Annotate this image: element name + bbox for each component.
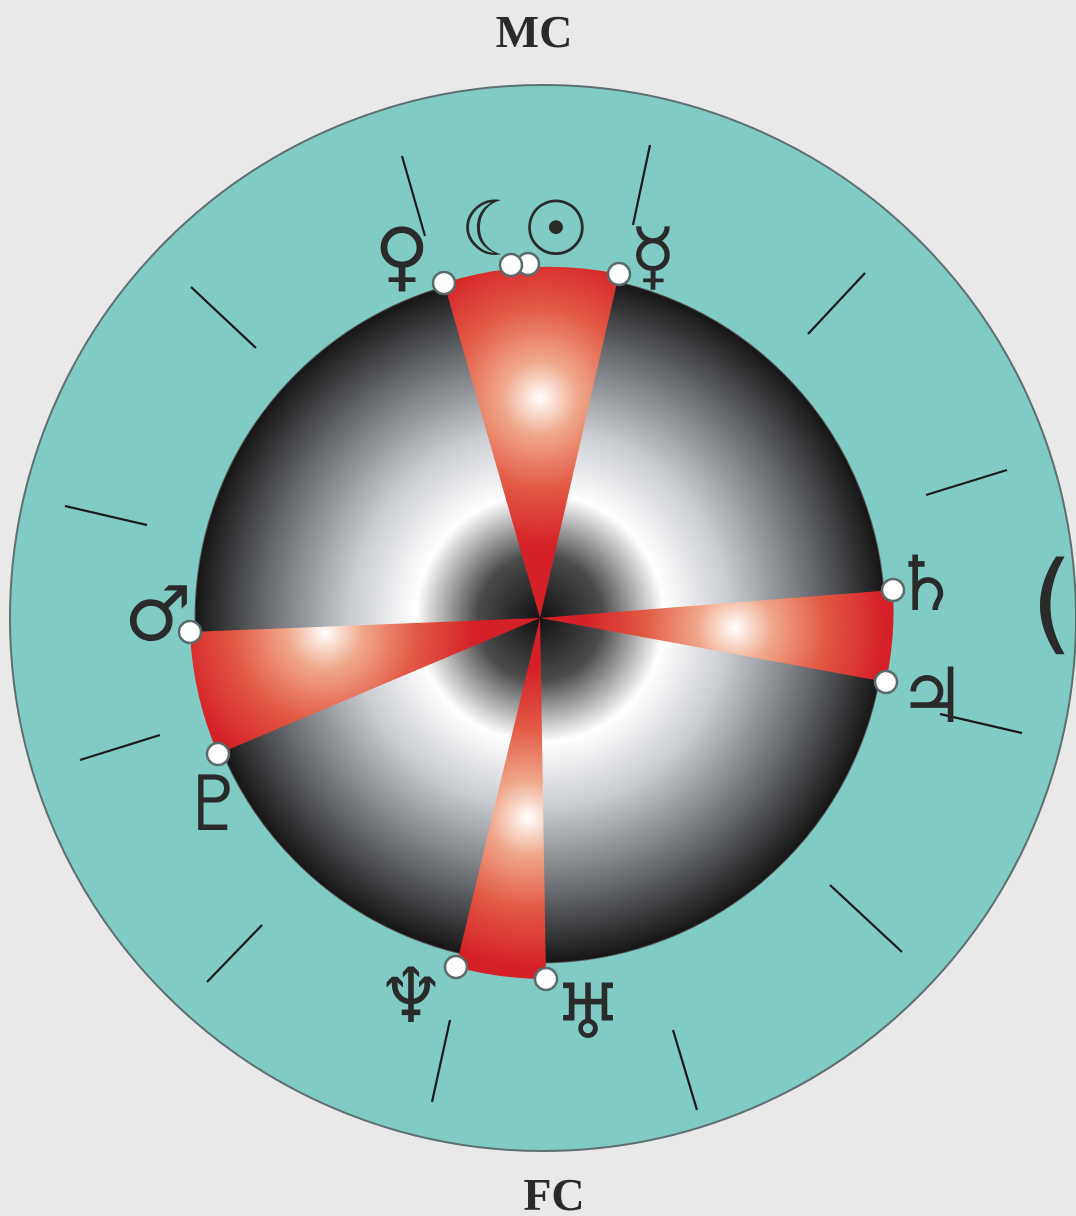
tick: [939, 712, 1023, 735]
venus-dot: [431, 270, 457, 296]
tick: [829, 884, 903, 953]
neptune-glyph-icon: ♆: [377, 951, 445, 1040]
jupiter-dot: [873, 669, 899, 695]
moon-dot: [498, 252, 524, 278]
tick: [79, 733, 161, 762]
tick: [925, 468, 1008, 497]
tick: [430, 1019, 452, 1103]
saturn-dot: [880, 577, 906, 603]
sector-bottom: [456, 618, 546, 979]
tick: [400, 155, 427, 237]
neptune-dot: [443, 954, 469, 980]
fc-label: FC: [523, 1169, 584, 1216]
sector-top: [444, 266, 619, 618]
tick: [807, 272, 866, 335]
pluto-glyph-icon: ♇: [180, 759, 248, 848]
tick: [190, 286, 257, 349]
tick: [671, 1029, 699, 1111]
tick: [206, 924, 263, 983]
mercury-dot: [606, 261, 632, 287]
moon-glyph-icon: ☾: [460, 184, 528, 273]
mars-dot: [177, 619, 203, 645]
tick: [631, 144, 652, 226]
mc-label: MC: [496, 6, 573, 57]
uranus-dot: [533, 966, 559, 992]
planet-dots: [177, 251, 906, 992]
saturn-glyph-icon: ♄: [892, 539, 960, 628]
house-ticks: [64, 144, 1023, 1111]
aspect-sectors: [190, 266, 894, 979]
sector-right: [540, 590, 894, 682]
jupiter-glyph-icon: ♃: [898, 651, 966, 740]
tick: [64, 504, 148, 527]
sector-left: [190, 618, 540, 754]
mars-glyph-icon: ♂: [124, 569, 192, 658]
sun-glyph-icon: ☉: [522, 184, 590, 273]
planet-glyphs: ♀ ☾ ☉ ☿ ♄ ♃ ♅ ♆ ♇ ♂: [124, 184, 966, 1056]
venus-glyph-icon: ♀: [374, 211, 430, 300]
uranus-glyph-icon: ♅: [554, 967, 622, 1056]
pluto-dot: [205, 741, 231, 767]
mercury-glyph-icon: ☿: [630, 211, 677, 300]
outer-moon-icon: (: [1031, 538, 1074, 666]
